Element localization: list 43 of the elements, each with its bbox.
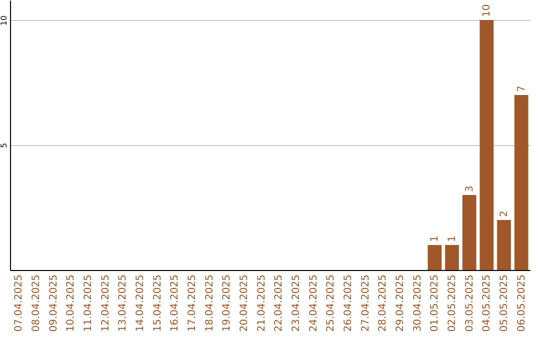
x-tick-label: 19.04.2025	[222, 274, 233, 332]
bar	[445, 245, 459, 270]
x-tick-label: 14.04.2025	[135, 274, 146, 332]
x-tick-label: 04.05.2025	[482, 274, 493, 332]
x-tick-label: 09.04.2025	[48, 274, 60, 332]
data-label: 1	[430, 236, 441, 242]
x-tick-label: 13.04.2025	[118, 274, 129, 332]
x-tick-label: 25.04.2025	[326, 274, 337, 332]
x-tick-label: 07.04.2025	[14, 274, 25, 332]
data-label: 3	[464, 186, 476, 192]
x-tick-label: 12.04.2025	[100, 274, 112, 332]
x-tick-label: 06.05.2025	[516, 274, 528, 332]
x-tick-label: 02.05.2025	[447, 274, 458, 332]
data-label: 2	[499, 210, 510, 217]
x-tick-label: 17.04.2025	[187, 274, 198, 332]
x-tick-label: 01.05.2025	[430, 274, 441, 332]
bar	[428, 245, 442, 270]
x-tick-label: 03.05.2025	[464, 274, 476, 332]
bar	[514, 95, 528, 270]
x-tick-label: 26.04.2025	[343, 274, 354, 332]
x-tick-label: 27.04.2025	[360, 274, 372, 332]
x-tick-label: 24.04.2025	[308, 274, 320, 332]
y-tick-label: 5	[0, 142, 8, 148]
x-tick-label: 23.04.2025	[291, 274, 302, 332]
bar	[497, 220, 511, 270]
bar	[462, 195, 476, 270]
x-tick-label: 10.04.2025	[66, 274, 77, 332]
x-tick-label: 08.04.2025	[31, 274, 42, 332]
x-tick-label: 21.04.2025	[256, 274, 268, 332]
bar	[480, 20, 494, 270]
x-tick-label: 15.04.2025	[152, 274, 164, 332]
x-tick-label: 11.04.2025	[83, 274, 94, 332]
x-tick-label: 05.05.2025	[499, 274, 510, 332]
x-tick-label: 22.04.2025	[274, 274, 285, 332]
x-tick-label: 28.04.2025	[378, 274, 389, 332]
data-label: 1	[447, 236, 458, 242]
x-tick-label: 20.04.2025	[239, 274, 250, 332]
x-tick-label: 29.04.2025	[395, 274, 406, 332]
x-tick-label: 16.04.2025	[170, 274, 181, 332]
data-label: 7	[516, 86, 528, 92]
data-label: 10	[482, 4, 493, 17]
x-tick-label: 30.04.2025	[412, 274, 424, 332]
x-tick-label: 18.04.2025	[204, 274, 216, 332]
